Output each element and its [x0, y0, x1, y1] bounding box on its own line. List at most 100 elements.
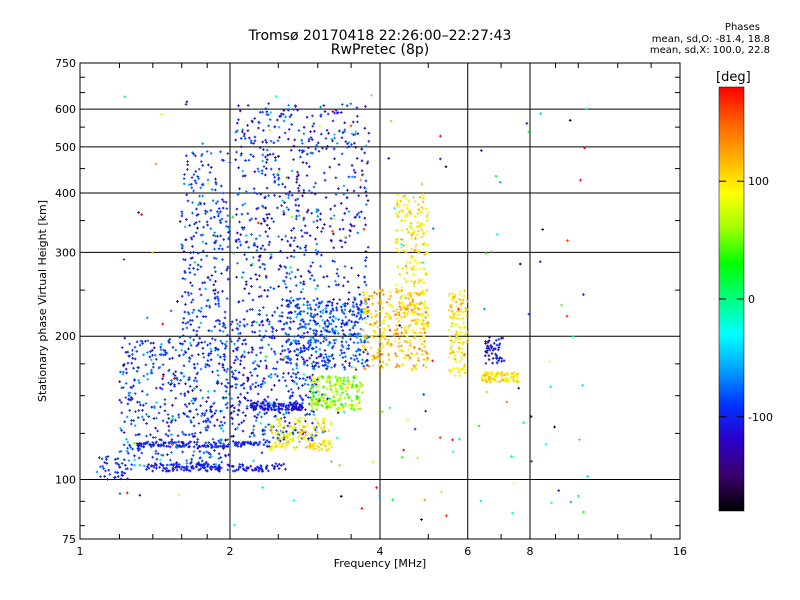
data-point	[122, 258, 126, 261]
data-point	[283, 131, 287, 135]
data-point	[365, 291, 368, 295]
data-point	[199, 367, 203, 371]
data-point	[364, 283, 368, 287]
data-point	[292, 401, 296, 405]
data-point	[425, 359, 429, 363]
data-point	[188, 263, 192, 267]
data-point	[323, 430, 327, 433]
data-point	[121, 474, 124, 477]
data-point	[312, 329, 315, 332]
data-point	[290, 229, 293, 232]
data-point	[278, 411, 282, 415]
data-point	[380, 342, 384, 346]
data-point	[285, 384, 288, 388]
data-point	[188, 357, 192, 360]
data-point	[218, 319, 221, 323]
data-point	[290, 194, 294, 197]
data-point	[292, 320, 296, 323]
data-point	[243, 355, 246, 359]
data-point	[101, 464, 104, 468]
data-point	[285, 286, 288, 289]
data-point	[254, 408, 257, 411]
data-point	[192, 267, 195, 270]
data-point	[140, 389, 144, 393]
data-point	[455, 317, 459, 320]
data-point	[363, 340, 366, 344]
data-point	[417, 277, 421, 281]
data-point	[307, 346, 310, 349]
data-point	[325, 355, 328, 359]
data-point	[190, 186, 194, 190]
data-point	[317, 355, 321, 358]
data-point	[261, 433, 265, 436]
data-point	[209, 452, 212, 456]
data-point	[324, 338, 328, 342]
data-point	[167, 339, 170, 343]
data-point	[399, 296, 402, 300]
data-point	[196, 438, 200, 441]
data-point	[186, 291, 190, 295]
data-point	[196, 362, 199, 366]
data-point	[377, 301, 381, 305]
stats-heading: Phases	[724, 22, 760, 33]
data-point	[322, 104, 326, 107]
data-point	[184, 238, 188, 241]
data-point	[255, 353, 258, 357]
data-point	[249, 371, 252, 374]
data-point	[193, 387, 196, 390]
data-point	[462, 365, 466, 368]
data-point	[263, 398, 266, 401]
data-point	[365, 359, 369, 362]
data-point	[181, 244, 184, 248]
data-point	[483, 307, 486, 311]
data-point	[116, 457, 120, 460]
data-point	[269, 446, 272, 449]
data-point	[268, 440, 271, 444]
data-point	[407, 348, 410, 351]
data-point	[209, 347, 213, 351]
data-point	[173, 377, 176, 380]
data-point	[400, 294, 404, 298]
data-point	[186, 199, 190, 203]
data-point	[306, 396, 310, 399]
data-point	[195, 329, 199, 333]
data-point	[504, 379, 508, 382]
data-point	[123, 420, 127, 424]
data-point	[151, 348, 154, 352]
data-point	[209, 352, 213, 355]
data-point	[141, 408, 144, 412]
data-point	[136, 400, 139, 404]
data-point	[425, 230, 429, 233]
data-point	[253, 359, 257, 363]
data-point	[405, 260, 409, 264]
data-point	[462, 294, 466, 298]
data-point	[316, 361, 320, 365]
data-point	[206, 465, 209, 468]
data-point	[318, 347, 322, 351]
data-point	[241, 353, 244, 357]
data-point	[355, 350, 358, 353]
data-point	[411, 297, 414, 301]
data-point	[290, 169, 294, 173]
data-point	[237, 332, 240, 335]
data-point	[406, 307, 410, 311]
data-point	[311, 379, 315, 383]
data-point	[195, 333, 198, 337]
data-point	[304, 413, 307, 417]
data-point	[360, 159, 364, 163]
data-point	[246, 104, 250, 107]
data-point	[292, 424, 295, 428]
data-point	[415, 233, 419, 237]
data-point	[193, 440, 196, 444]
data-point	[215, 418, 219, 422]
data-point	[244, 397, 247, 400]
data-point	[180, 348, 183, 352]
data-point	[265, 113, 269, 116]
data-point	[261, 407, 265, 411]
data-point	[229, 405, 233, 408]
data-point	[258, 265, 262, 269]
data-point	[396, 193, 399, 197]
data-point	[283, 424, 286, 428]
data-point	[103, 461, 106, 464]
